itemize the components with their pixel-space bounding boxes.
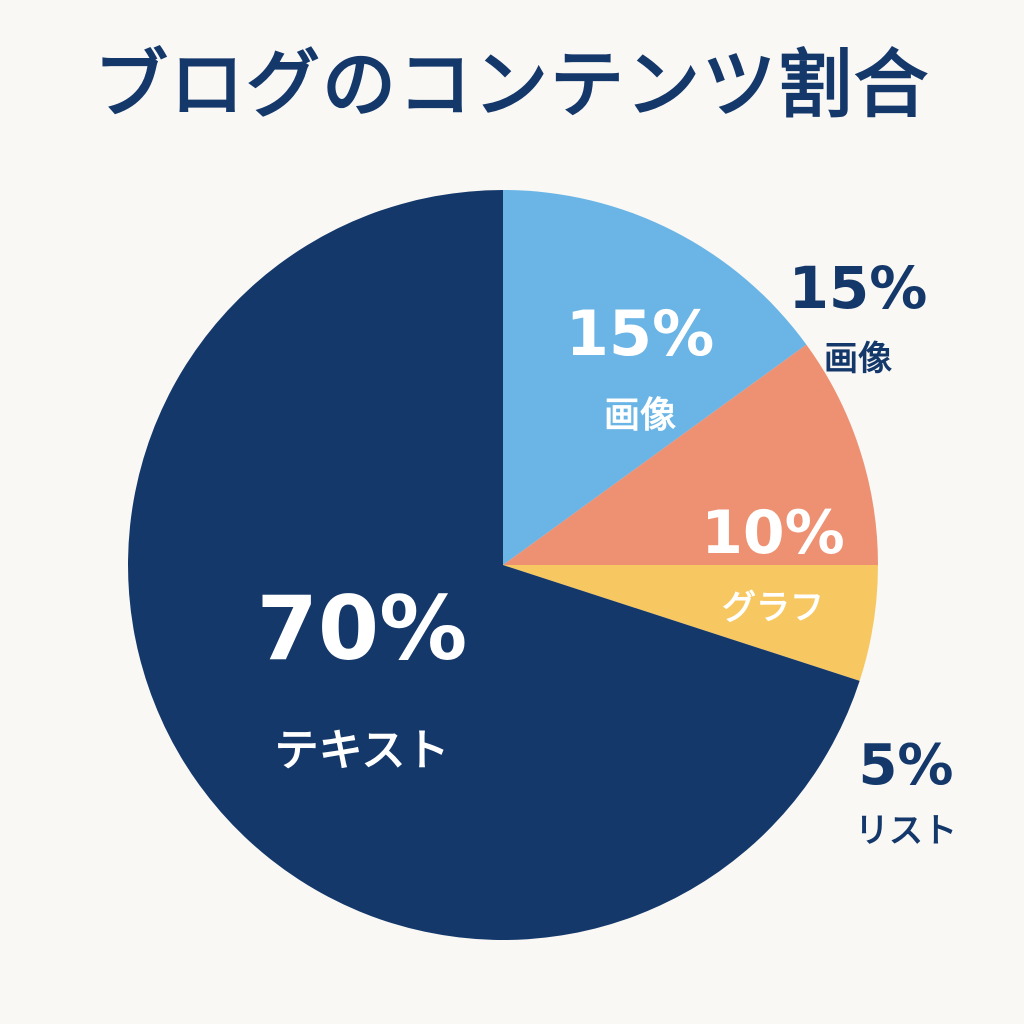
slice-value-label: 10% [701, 498, 845, 568]
slice-value-label: 70% [257, 577, 468, 680]
slice-category-label: グラフ [722, 588, 824, 628]
slice-category-label: 画像 [604, 395, 676, 436]
slice-category-label: テキスト [275, 725, 450, 776]
outside-value-label: 5% [858, 733, 953, 798]
outside-category-label: 画像 [824, 339, 892, 379]
outside-category-label: リスト [855, 811, 957, 851]
slice-value-label: 15% [566, 297, 714, 370]
outside-value-label: 15% [789, 254, 928, 322]
